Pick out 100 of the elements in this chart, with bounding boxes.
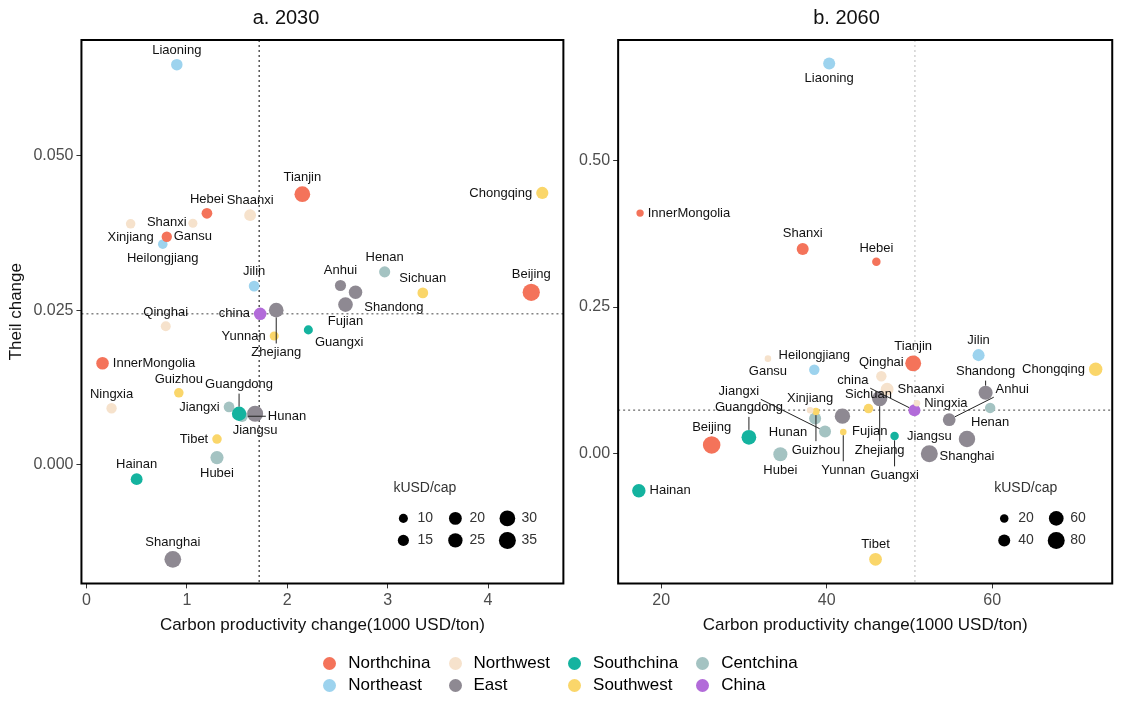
- annotation: china: [837, 371, 870, 387]
- legend-label: Southwest: [593, 674, 673, 696]
- annotation: Shandong: [955, 363, 1016, 379]
- annotation: Guangdong: [714, 399, 783, 415]
- annotation: Guangxi: [870, 466, 919, 482]
- annotation: Ningxia: [89, 385, 135, 401]
- annotation: china: [218, 305, 251, 321]
- y-tick-label: 0.25: [579, 297, 611, 315]
- annotation: Guizhou: [154, 370, 204, 386]
- legend-label: Centchina: [721, 652, 798, 674]
- annotation: Tibet: [861, 535, 891, 551]
- annotation: Fujian: [327, 312, 364, 328]
- legend-label: 60: [1070, 509, 1087, 526]
- legend-label: 30: [521, 509, 538, 526]
- legend-label: 80: [1070, 531, 1087, 548]
- annotation: Jilin: [242, 263, 266, 279]
- x-axis-title: Carbon productivity change(1000 USD/ton): [159, 615, 485, 635]
- annotation: Guangdong: [205, 376, 274, 392]
- annotation: Jiangxi: [179, 398, 220, 414]
- legend-label: Northchina: [348, 652, 431, 674]
- annotation: Anhui: [323, 262, 358, 278]
- x-tick-label: 1: [182, 591, 192, 609]
- annotation: Xinjiang: [787, 389, 834, 405]
- annotation: Beijing: [511, 266, 551, 282]
- annotation: Shanxi: [782, 225, 823, 241]
- legend-label: 10: [417, 509, 434, 526]
- annotation: Heilongjiang: [126, 249, 199, 265]
- annotation: Shanghai: [939, 447, 995, 463]
- annotation: Henan: [365, 248, 404, 264]
- annotation: Yunnan: [221, 327, 266, 343]
- annotation: Qinghai: [858, 353, 904, 369]
- legend-label: Northwest: [473, 652, 551, 674]
- annotation: Jiangxi: [718, 382, 760, 398]
- annotation: Anhui: [995, 380, 1029, 396]
- annotation: Guizhou: [791, 441, 841, 457]
- legend-label: 20: [469, 509, 486, 526]
- x-axis-title: Carbon productivity change(1000 USD/ton): [702, 615, 1028, 635]
- legend-title: kUSD/cap: [994, 479, 1058, 496]
- annotation: Guangxi: [314, 334, 364, 350]
- y-tick-label: 0.050: [33, 146, 74, 164]
- x-tick-label: 20: [652, 591, 671, 609]
- annotation: Tianjin: [894, 337, 933, 353]
- x-tick-label: 0: [82, 591, 92, 609]
- annotation: Jiangsu: [906, 427, 952, 443]
- annotation: Henan: [971, 413, 1010, 429]
- annotation: Chongqing: [469, 184, 533, 200]
- x-tick-label: 3: [383, 591, 393, 609]
- legend-label: Southchina: [593, 652, 679, 674]
- annotation: Ningxia: [924, 394, 969, 410]
- annotation: Jiangsu: [232, 422, 278, 438]
- annotation: Liaoning: [804, 70, 854, 86]
- legend-label: 40: [1018, 531, 1035, 548]
- y-tick-label: 0.00: [579, 444, 611, 462]
- annotation: Qinghai: [143, 303, 189, 319]
- y-tick-label: 0.025: [33, 300, 74, 318]
- y-tick-label: 0.50: [579, 150, 611, 168]
- annotation: Shandong: [364, 298, 424, 314]
- annotation: Shanxi: [146, 214, 187, 230]
- annotation: Jilin: [967, 331, 990, 347]
- legend-title: kUSD/cap: [393, 479, 457, 496]
- legend-label: 35: [521, 531, 538, 548]
- annotation: Hainan: [116, 455, 158, 471]
- annotation: Hunan: [768, 424, 808, 440]
- annotation: InnerMongolia: [647, 204, 731, 220]
- y-tick-label: 0.000: [33, 454, 74, 472]
- annotation: Gansu: [748, 362, 788, 378]
- annotation: Heilongjiang: [778, 347, 851, 363]
- x-tick-label: 40: [817, 591, 836, 609]
- legend-label: China: [721, 674, 766, 696]
- annotation: Hubei: [763, 461, 798, 477]
- annotation: Hainan: [649, 482, 691, 498]
- annotation: Gansu: [173, 228, 213, 244]
- annotation: Beijing: [692, 418, 732, 434]
- annotation: Sichuan: [399, 270, 447, 286]
- x-tick-label: 4: [483, 591, 493, 609]
- annotation: Shanghai: [145, 533, 201, 549]
- legend-label: 25: [469, 531, 486, 548]
- chart-title: a. 2030: [252, 5, 320, 28]
- legend-label: 20: [1018, 509, 1035, 526]
- legend-label: Northeast: [348, 674, 422, 696]
- annotation: Chongqing: [1022, 360, 1085, 376]
- annotation: InnerMongolia: [112, 354, 196, 370]
- legend-label: 15: [417, 531, 434, 548]
- x-tick-label: 2: [282, 591, 292, 609]
- annotation: Tibet: [179, 430, 209, 446]
- annotation: Liaoning: [152, 41, 202, 57]
- annotation: Shaanxi: [226, 191, 274, 207]
- annotation: Hubei: [200, 464, 235, 480]
- y-axis-title: Theil change: [5, 263, 25, 361]
- annotation: Shaanxi: [897, 380, 945, 396]
- annotation: Hebei: [189, 190, 225, 206]
- legend-label: East: [473, 674, 508, 696]
- annotation: Xinjiang: [107, 229, 154, 245]
- annotation: Tianjin: [283, 168, 322, 184]
- annotation: Hebei: [859, 240, 894, 256]
- annotation: Hunan: [267, 407, 307, 423]
- annotation: Zhejiang: [251, 344, 302, 360]
- x-tick-label: 60: [983, 591, 1002, 609]
- annotation: Yunnan: [821, 461, 866, 477]
- chart-title: b. 2060: [813, 5, 880, 28]
